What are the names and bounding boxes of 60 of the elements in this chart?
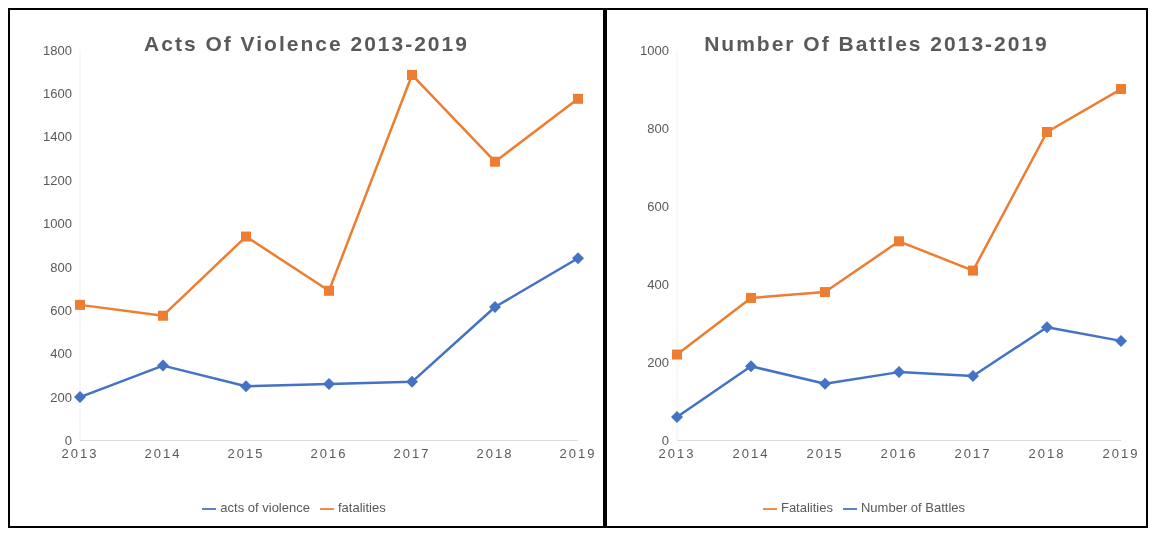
x-tick-label: 2014 [732, 445, 770, 461]
point [1042, 126, 1052, 137]
x-tick-label: 2017 [393, 445, 431, 461]
point [820, 287, 830, 298]
point [157, 359, 169, 372]
point [671, 411, 683, 424]
legend-label: Number of Battles [860, 500, 966, 516]
point [1041, 321, 1053, 334]
point [490, 156, 500, 167]
legend-label: acts of violence [220, 500, 310, 516]
x-tick-label: 2014 [144, 445, 182, 461]
x-tick-label: 2018 [476, 445, 514, 461]
x-tick-label: 2017 [954, 445, 992, 461]
y-tick-label: 1000 [43, 216, 72, 232]
y-tick-label: 1200 [43, 172, 72, 188]
x-tick-label: 2016 [880, 445, 918, 461]
y-tick-label: 600 [647, 198, 669, 214]
chart-title: Number Of Battles 2013-2019 [704, 32, 1049, 55]
point [158, 310, 168, 321]
y-tick-label: 400 [50, 346, 72, 362]
point [324, 285, 334, 296]
x-tick-label: 2015 [806, 445, 844, 461]
y-tick-label: 1000 [640, 42, 669, 58]
point [745, 360, 757, 373]
point [893, 366, 905, 379]
point [968, 265, 978, 276]
x-tick-label: 2019 [1102, 445, 1140, 461]
x-tick-label: 2016 [310, 445, 348, 461]
point [672, 349, 682, 360]
x-tick-label: 2018 [1028, 445, 1066, 461]
y-tick-label: 1800 [43, 42, 72, 58]
x-tick-label: 2019 [559, 445, 597, 461]
point [967, 370, 979, 383]
y-tick-label: 400 [647, 276, 669, 292]
point [894, 236, 904, 247]
point [1116, 84, 1126, 95]
point [407, 69, 417, 80]
point [746, 292, 756, 303]
x-tick-label: 2015 [227, 445, 265, 461]
point [1115, 334, 1127, 347]
y-tick-label: 1600 [43, 86, 72, 101]
legend-label: Fatalities [780, 500, 833, 516]
point [75, 299, 85, 310]
point [819, 377, 831, 390]
y-tick-label: 800 [647, 120, 669, 136]
legend-label: fatalities [337, 500, 386, 516]
point [241, 231, 251, 242]
y-tick-label: 600 [50, 302, 72, 318]
chart-title: Acts Of Violence 2013-2019 [144, 32, 469, 55]
y-tick-label: 800 [50, 259, 72, 275]
point [572, 252, 584, 265]
point [74, 391, 86, 404]
point [406, 375, 418, 388]
point [323, 378, 335, 391]
point [489, 301, 501, 314]
y-tick-label: 200 [50, 389, 72, 405]
y-tick-label: 200 [647, 354, 669, 370]
point [240, 380, 252, 393]
y-tick-label: 1400 [43, 129, 72, 145]
point [573, 93, 583, 104]
